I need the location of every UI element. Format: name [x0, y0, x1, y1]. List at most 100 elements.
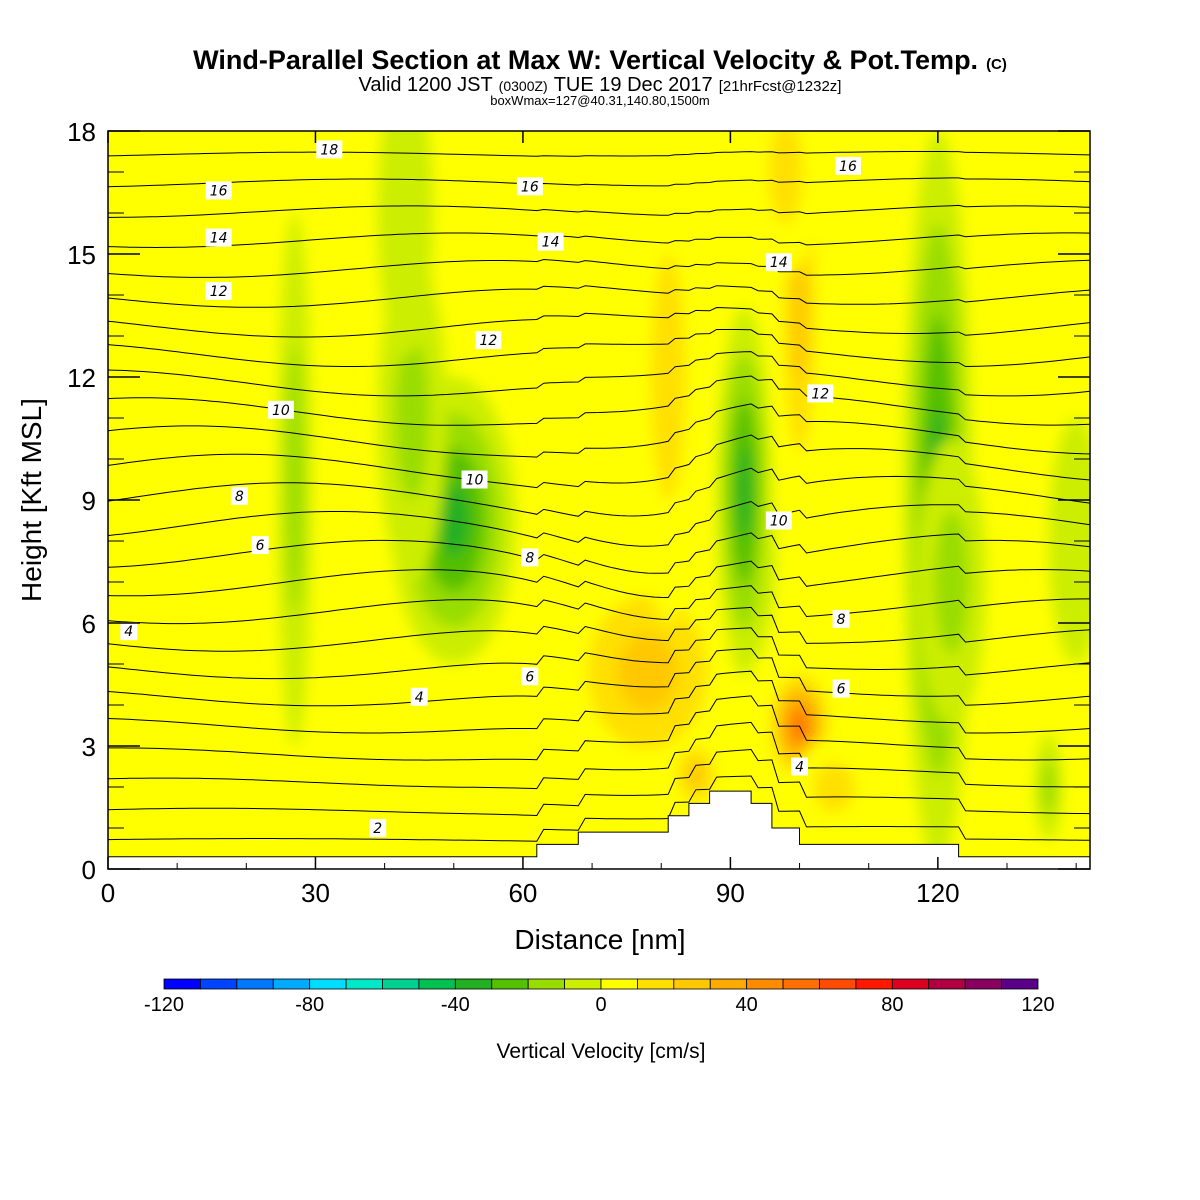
contour-label-box: [807, 384, 834, 403]
colorbar-swatch: [746, 978, 784, 990]
plot-area: 18 16 16 16 14 14 14 12 12 12 10 10 10 8 8 8 6 6 6 4 4 4 2: [108, 125, 1090, 869]
theta-contour-line: [108, 670, 1090, 734]
colorbar-tick-label: 40: [736, 994, 758, 1016]
contour-label-text: 12: [210, 284, 228, 300]
y-tick-label: 12: [67, 363, 96, 393]
contour-label: 12: [807, 384, 834, 403]
colorbar-tick-label: 80: [881, 994, 903, 1016]
contour-label-text: 4: [795, 760, 804, 776]
chart-subtitle-box: boxWmax=127@40.31,140.80,1500m: [490, 93, 710, 108]
colorbar-swatch: [491, 978, 529, 990]
theta-contour-line: [108, 351, 1090, 397]
contour-label-text: 10: [770, 514, 788, 530]
w-level: [934, 510, 969, 654]
contour-label: 14: [205, 228, 232, 247]
w-cell-6: [716, 307, 772, 677]
colorbar-swatch: [163, 978, 201, 990]
contour-labels: 18 16 16 16 14 14 14 12 12 12 10 10 10 8 8 8 6 6 6 4 4 4 2: [120, 140, 861, 837]
w-level: [377, 131, 434, 357]
contour-label: 10: [461, 470, 488, 489]
colorbar-swatch: [964, 978, 1002, 990]
contour-label-box: [205, 228, 232, 247]
theta-contour-line: [108, 467, 1090, 517]
w-cell-14: [633, 131, 703, 623]
contour-label-text: 18: [320, 142, 338, 158]
contour-label: 4: [120, 622, 138, 641]
theta-contour-line: [108, 177, 1090, 188]
contour-label-box: [832, 609, 850, 628]
colorbar-tick-label: 0: [595, 994, 606, 1016]
w-cell-10: [917, 438, 987, 726]
w-level: [737, 445, 752, 538]
w-cell-15: [571, 233, 613, 562]
w-level: [286, 346, 304, 613]
x-tick-label: 90: [716, 878, 745, 908]
contour-label-box: [410, 687, 428, 706]
w-cell-2: [557, 557, 738, 787]
x-tick-label: 30: [301, 878, 330, 908]
w-cell-11: [277, 213, 313, 746]
theta-contour-line: [108, 560, 1090, 599]
colorbar-swatch: [272, 978, 311, 990]
x-axis-label: Distance [nm]: [514, 924, 685, 955]
contour-label: 12: [205, 281, 232, 300]
w-level: [768, 131, 804, 224]
contour-label-box: [791, 757, 809, 776]
y-axis: 0 3 6 9 12 15 18: [67, 117, 1090, 885]
theta-contour-line: [108, 748, 1090, 817]
w-level: [438, 484, 470, 557]
x-tick-label: 60: [508, 878, 537, 908]
x-tick-label: 120: [916, 878, 959, 908]
contour-label-text: 14: [210, 231, 228, 247]
contour-label-text: 14: [542, 235, 560, 251]
contour-label-text: 6: [256, 538, 265, 554]
theta-contour-line: [108, 500, 1090, 547]
w-cell-13: [751, 131, 821, 275]
contour-label-box: [120, 622, 138, 641]
colorbar-swatch: [454, 978, 493, 990]
contour-label-box: [475, 331, 502, 350]
w-cell-21: [792, 737, 876, 837]
contour-label: 8: [230, 486, 248, 505]
colorbar-swatch: [782, 978, 820, 990]
theta-contour-line: [108, 258, 1090, 278]
theta-contour-line: [108, 721, 1090, 790]
contour-label-text: 6: [525, 669, 534, 685]
contour-label-box: [832, 679, 850, 698]
colorbar-swatch: [200, 978, 238, 990]
contour-label-text: 2: [373, 821, 382, 837]
theta-contour-line: [108, 125, 1090, 127]
colorbar-tick-label: -40: [441, 994, 470, 1016]
contour-label-box: [461, 470, 488, 489]
contour-label-text: 16: [521, 179, 539, 195]
contour-label-text: 12: [479, 333, 497, 349]
contour-label: 6: [251, 536, 269, 555]
contour-label: 4: [791, 757, 809, 776]
w-level: [571, 233, 613, 562]
theta-contour-line: [108, 285, 1090, 308]
contour-label-box: [205, 181, 232, 200]
colorbar-swatch: [418, 978, 456, 990]
x-tick-label: 0: [101, 878, 115, 908]
chart-title: Wind-Parallel Section at Max W: Vertical…: [193, 45, 1007, 75]
contour-label-box: [316, 140, 343, 159]
w-level: [617, 633, 678, 711]
contour-label: 16: [516, 177, 543, 196]
contour-label-box: [521, 667, 539, 686]
theta-contour-line: [108, 403, 1090, 458]
contour-label-text: 16: [839, 159, 857, 175]
contour-label-text: 16: [210, 183, 228, 199]
theta-contour-line: [108, 695, 1090, 761]
w-level: [650, 254, 686, 500]
theta-contour-line: [108, 606, 1090, 652]
contour-label: 14: [765, 253, 792, 272]
contour-label-text: 6: [837, 682, 846, 698]
theta-contour-line: [108, 532, 1090, 574]
theta-contour-line: [108, 151, 1090, 157]
contour-label-text: 4: [415, 690, 424, 706]
colorbar-swatch: [928, 978, 966, 990]
y-tick-label: 0: [82, 855, 96, 885]
colorbar-swatch: [1001, 978, 1039, 990]
contour-label: 12: [475, 331, 502, 350]
